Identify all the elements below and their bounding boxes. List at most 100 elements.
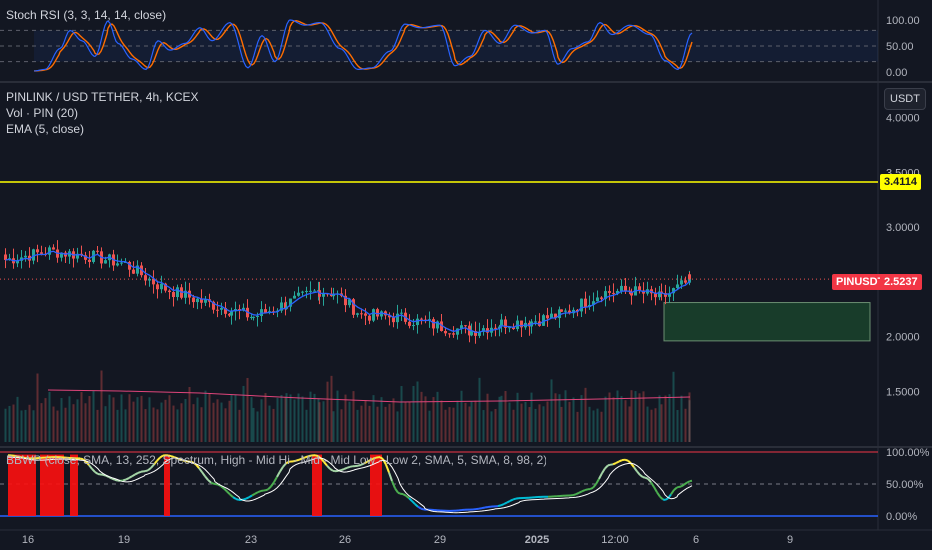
volume-bar	[538, 404, 541, 442]
candle-body	[352, 299, 355, 315]
bbwp-segment	[217, 483, 222, 488]
resistance-price-tag: 3.4114	[880, 174, 922, 190]
volume-bar	[180, 403, 183, 442]
bbwp-segment	[245, 496, 250, 500]
bbwp-segment	[615, 460, 620, 464]
candle-body	[684, 280, 687, 283]
bbwp-segment	[295, 458, 300, 462]
candle-body	[504, 319, 507, 328]
volume-bar	[680, 395, 683, 442]
bbwp-segment	[320, 457, 325, 463]
volume-bar	[546, 401, 549, 442]
volume-bar	[84, 403, 87, 442]
volume-bar	[504, 391, 507, 442]
bbwp-segment	[683, 481, 688, 486]
volume-bar	[256, 411, 259, 442]
currency-button[interactable]: USDT	[884, 88, 926, 110]
bbwp-segment	[273, 476, 278, 483]
bbwp-segment	[170, 455, 175, 458]
volume-bar	[564, 390, 567, 442]
candle-body	[396, 313, 399, 323]
candle-body	[436, 321, 439, 329]
volume-bar	[364, 400, 367, 442]
candle-body	[284, 302, 287, 309]
volume-bar	[48, 391, 51, 442]
bbwp-segment	[122, 478, 127, 482]
candle-body	[460, 325, 463, 329]
bbwp-segment	[270, 481, 275, 488]
bbwp-segment	[506, 500, 511, 504]
candle-body	[280, 302, 283, 311]
bbwp-segment	[298, 457, 303, 461]
time-tick-label: 29	[434, 534, 446, 546]
candle-body	[297, 292, 300, 296]
symbol-title: PINLINK / USD TETHER, 4h, KCEX	[6, 90, 199, 104]
bbwp-segment	[223, 487, 228, 493]
bbwp-segment	[207, 479, 212, 484]
bbwp-segment	[79, 457, 84, 461]
candle-body	[676, 284, 679, 289]
volume-bar	[558, 394, 561, 442]
candle-body	[654, 293, 657, 298]
bbwp-segment	[686, 480, 691, 484]
candle-body	[313, 290, 316, 292]
last-price-tag: 2.5237	[880, 274, 922, 290]
volume-bar	[120, 394, 123, 442]
bbwp-segment	[584, 488, 589, 492]
volume-bar	[250, 397, 253, 442]
candle-body	[420, 318, 423, 320]
bbwp-segment	[636, 470, 641, 476]
bbwp-segment	[226, 490, 231, 496]
candle-body	[228, 313, 231, 316]
volume-group	[4, 370, 691, 442]
volume-bar	[200, 407, 203, 442]
volume-bar	[220, 402, 223, 442]
bbwp-segment	[500, 503, 505, 507]
candle-body	[224, 307, 227, 314]
bbwp-segment	[285, 460, 290, 465]
candle-body	[32, 249, 35, 261]
candle-body	[301, 291, 304, 293]
candle-body	[448, 333, 451, 335]
candle-body	[76, 253, 79, 259]
volume-bar	[216, 399, 219, 442]
bbwp-segment	[248, 494, 253, 499]
volume-bar	[392, 398, 395, 442]
bbwp-segment	[210, 481, 215, 485]
candle-body	[148, 278, 151, 281]
volume-bar	[672, 371, 675, 442]
bbwp-segment	[650, 481, 655, 488]
volume-bar	[520, 403, 523, 442]
volume-bar	[604, 396, 607, 442]
volume-bar	[412, 385, 415, 442]
volume-bar	[688, 392, 691, 442]
volume-bar	[16, 396, 19, 442]
candle-body	[364, 313, 367, 316]
bbwp-segment	[360, 462, 365, 466]
volume-bar	[620, 396, 623, 442]
bbwp-segment	[604, 464, 609, 470]
volume-bar	[528, 407, 531, 442]
bbwp-segment	[125, 477, 130, 481]
volume-bar	[12, 404, 15, 442]
candle-body	[116, 263, 119, 266]
volume-bar	[8, 405, 11, 442]
candle-body	[252, 316, 255, 318]
candle-body	[120, 262, 123, 264]
volume-bar	[356, 409, 359, 442]
bbwp-segment	[575, 491, 580, 496]
time-tick-label: 26	[339, 534, 351, 546]
candle-body	[136, 265, 139, 274]
bbwp-segment	[242, 497, 247, 501]
bbwp-segment	[680, 483, 685, 488]
volume-bar	[124, 409, 127, 442]
bbwp-segment	[630, 462, 635, 468]
volume-bar	[293, 399, 296, 442]
volume-bar	[156, 409, 159, 442]
volume-bar	[628, 406, 631, 442]
bbwp-segment	[134, 472, 139, 476]
volume-bar	[624, 400, 627, 442]
candle-body	[408, 321, 411, 326]
